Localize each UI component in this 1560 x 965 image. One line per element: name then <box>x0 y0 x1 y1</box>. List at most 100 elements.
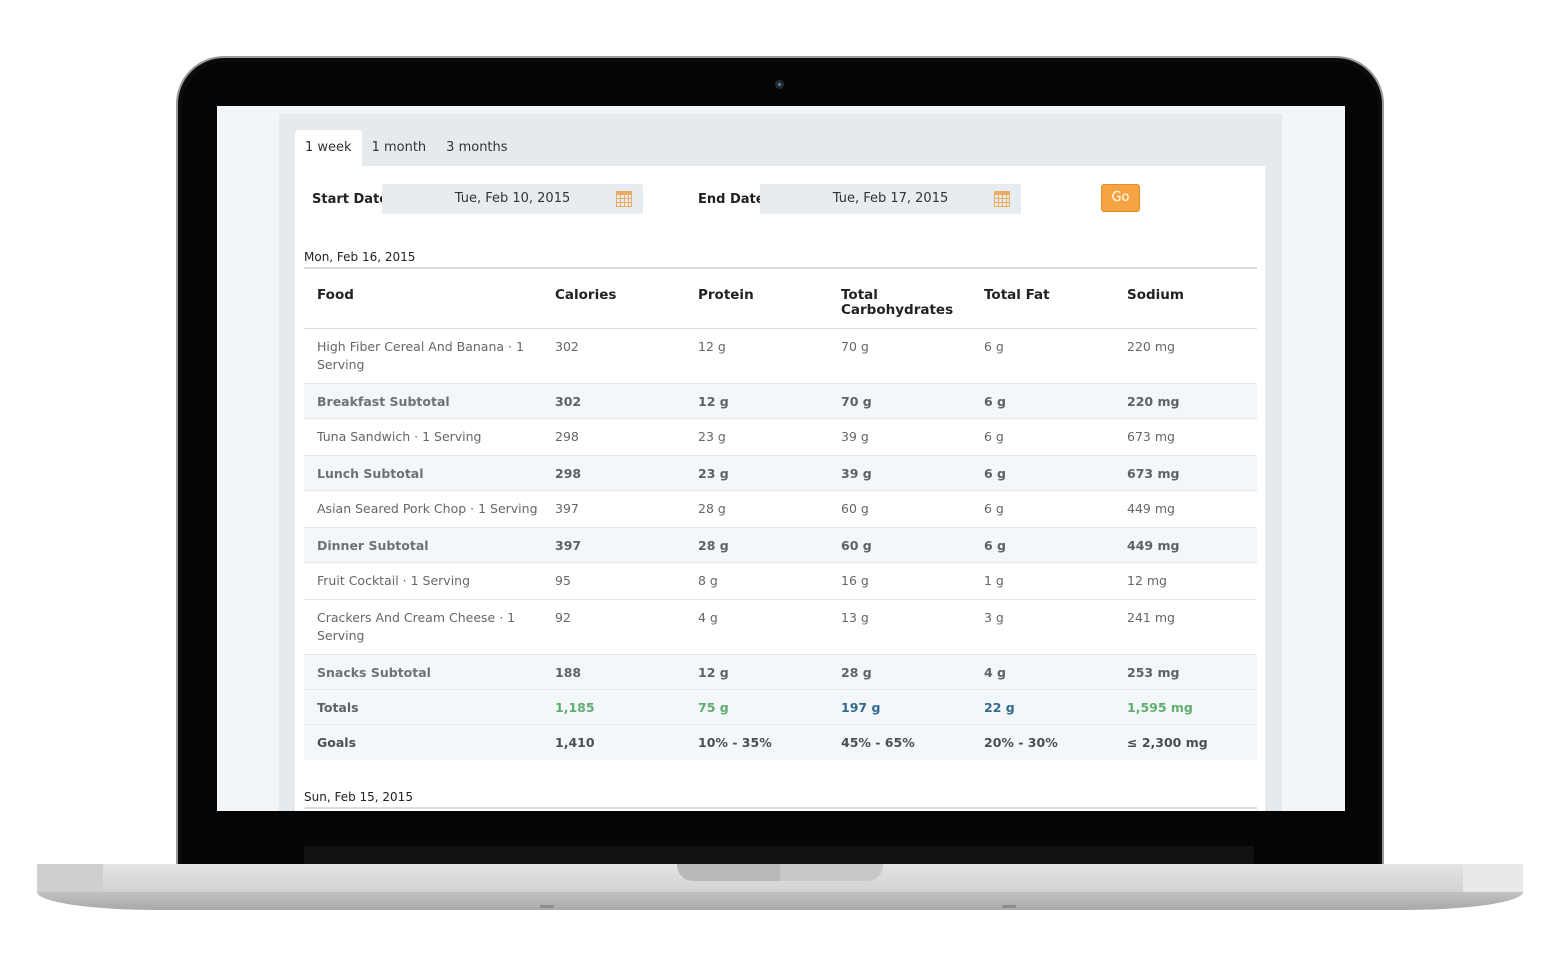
carbs-value: 70 g <box>828 383 971 419</box>
protein-value: 28 g <box>685 490 828 528</box>
sodium-goal: ≤ 2,300 mg <box>1114 724 1257 760</box>
end-date-value: Tue, Feb 17, 2015 <box>832 191 949 206</box>
calories-value: 188 <box>542 654 685 690</box>
day-divider <box>304 267 1257 269</box>
food-name[interactable]: High Fiber Cereal And Banana · 1 Serving <box>304 328 542 384</box>
laptop-bezel <box>304 846 1254 868</box>
start-date-field[interactable]: Tue, Feb 10, 2015 <box>382 184 643 214</box>
goals-row: Goals 1,410 10% - 35% 45% - 65% 20% - 30… <box>304 724 1257 760</box>
day-divider <box>304 807 1257 809</box>
sodium-value: 220 mg <box>1114 383 1257 419</box>
calendar-icon[interactable] <box>994 191 1010 207</box>
calories-value: 298 <box>542 455 685 491</box>
calories-value: 397 <box>542 490 685 528</box>
day-title: Mon, Feb 16, 2015 <box>304 250 416 264</box>
food-row[interactable]: Crackers And Cream Cheese · 1 Serving 92… <box>304 599 1257 655</box>
food-log-table: Food Calories Protein Total Carbohydrate… <box>304 270 1257 760</box>
protein-total: 75 g <box>685 689 828 725</box>
tab-1-month[interactable]: 1 month <box>371 140 427 155</box>
range-tabs: 1 week 1 month 3 months <box>295 130 518 166</box>
end-date-label: End Date <box>698 192 765 207</box>
laptop-base-right <box>1463 864 1523 892</box>
protein-value: 8 g <box>685 562 828 600</box>
subtotal-row: Snacks Subtotal 188 12 g 28 g 4 g 253 mg <box>304 654 1257 690</box>
calories-value: 302 <box>542 328 685 384</box>
calories-total: 1,185 <box>542 689 685 725</box>
carbs-value: 13 g <box>828 599 971 655</box>
calories-value: 95 <box>542 562 685 600</box>
laptop-base-bottom <box>37 892 1523 910</box>
sodium-value: 12 mg <box>1114 562 1257 600</box>
tab-3-months[interactable]: 3 months <box>446 140 508 155</box>
laptop-base-left <box>37 864 103 892</box>
start-date-label: Start Date <box>312 192 389 207</box>
fat-value: 6 g <box>971 527 1114 563</box>
carbs-value: 39 g <box>828 455 971 491</box>
calories-value: 302 <box>542 383 685 419</box>
subtotal-label: Lunch Subtotal <box>304 455 542 491</box>
totals-row: Totals 1,185 75 g 197 g 22 g 1,595 mg <box>304 689 1257 725</box>
food-name[interactable]: Asian Seared Pork Chop · 1 Serving <box>304 490 542 528</box>
date-filter-row: Start Date Tue, Feb 10, 2015 End Date Tu… <box>312 184 1252 214</box>
protein-value: 12 g <box>685 328 828 384</box>
subtotal-row: Breakfast Subtotal 302 12 g 70 g 6 g 220… <box>304 383 1257 419</box>
laptop-foot <box>540 905 554 908</box>
carbs-total: 197 g <box>828 689 971 725</box>
food-row[interactable]: Asian Seared Pork Chop · 1 Serving 397 2… <box>304 490 1257 528</box>
fat-value: 6 g <box>971 455 1114 491</box>
day-title: Sun, Feb 15, 2015 <box>304 790 413 804</box>
sodium-value: 220 mg <box>1114 328 1257 384</box>
protein-value: 23 g <box>685 418 828 456</box>
laptop-foot <box>1002 905 1016 908</box>
protein-value: 28 g <box>685 527 828 563</box>
food-row[interactable]: High Fiber Cereal And Banana · 1 Serving… <box>304 328 1257 384</box>
food-name[interactable]: Tuna Sandwich · 1 Serving <box>304 418 542 456</box>
go-button[interactable]: Go <box>1101 184 1140 212</box>
protein-value: 12 g <box>685 654 828 690</box>
fat-value: 1 g <box>971 562 1114 600</box>
protein-goal: 10% - 35% <box>685 724 828 760</box>
sodium-value: 241 mg <box>1114 599 1257 655</box>
food-name[interactable]: Crackers And Cream Cheese · 1 Serving <box>304 599 542 655</box>
sodium-value: 449 mg <box>1114 490 1257 528</box>
calendar-icon[interactable] <box>616 191 632 207</box>
fat-value: 6 g <box>971 490 1114 528</box>
subtotal-row: Lunch Subtotal 298 23 g 39 g 6 g 673 mg <box>304 455 1257 491</box>
food-name[interactable]: Fruit Cocktail · 1 Serving <box>304 562 542 600</box>
food-row[interactable]: Fruit Cocktail · 1 Serving 95 8 g 16 g 1… <box>304 562 1257 600</box>
carbs-value: 28 g <box>828 654 971 690</box>
fat-value: 6 g <box>971 383 1114 419</box>
carbs-value: 60 g <box>828 490 971 528</box>
end-date-field[interactable]: Tue, Feb 17, 2015 <box>760 184 1021 214</box>
carbs-value: 70 g <box>828 328 971 384</box>
carbs-goal: 45% - 65% <box>828 724 971 760</box>
header-food: Food <box>304 270 542 329</box>
subtotal-row: Dinner Subtotal 397 28 g 60 g 6 g 449 mg <box>304 527 1257 563</box>
calories-value: 298 <box>542 418 685 456</box>
laptop-notch <box>677 864 883 881</box>
header-protein: Protein <box>685 270 828 329</box>
protein-value: 4 g <box>685 599 828 655</box>
food-row[interactable]: Tuna Sandwich · 1 Serving 298 23 g 39 g … <box>304 418 1257 456</box>
table-header-row: Food Calories Protein Total Carbohydrate… <box>304 270 1257 329</box>
fat-value: 6 g <box>971 418 1114 456</box>
subtotal-label: Breakfast Subtotal <box>304 383 542 419</box>
protein-value: 12 g <box>685 383 828 419</box>
report-content: Start Date Tue, Feb 10, 2015 End Date Tu… <box>295 166 1265 811</box>
goals-label: Goals <box>304 724 542 760</box>
subtotal-label: Snacks Subtotal <box>304 654 542 690</box>
subtotal-label: Dinner Subtotal <box>304 527 542 563</box>
sodium-value: 253 mg <box>1114 654 1257 690</box>
sodium-value: 673 mg <box>1114 455 1257 491</box>
fat-value: 3 g <box>971 599 1114 655</box>
sodium-value: 449 mg <box>1114 527 1257 563</box>
report-panel: 1 week 1 month 3 months Start Date Tue, … <box>279 114 1282 811</box>
calories-value: 397 <box>542 527 685 563</box>
totals-label: Totals <box>304 689 542 725</box>
start-date-value: Tue, Feb 10, 2015 <box>454 191 571 206</box>
sodium-value: 673 mg <box>1114 418 1257 456</box>
carbs-value: 39 g <box>828 418 971 456</box>
tab-1-week[interactable]: 1 week <box>295 130 362 166</box>
carbs-value: 16 g <box>828 562 971 600</box>
fat-value: 4 g <box>971 654 1114 690</box>
